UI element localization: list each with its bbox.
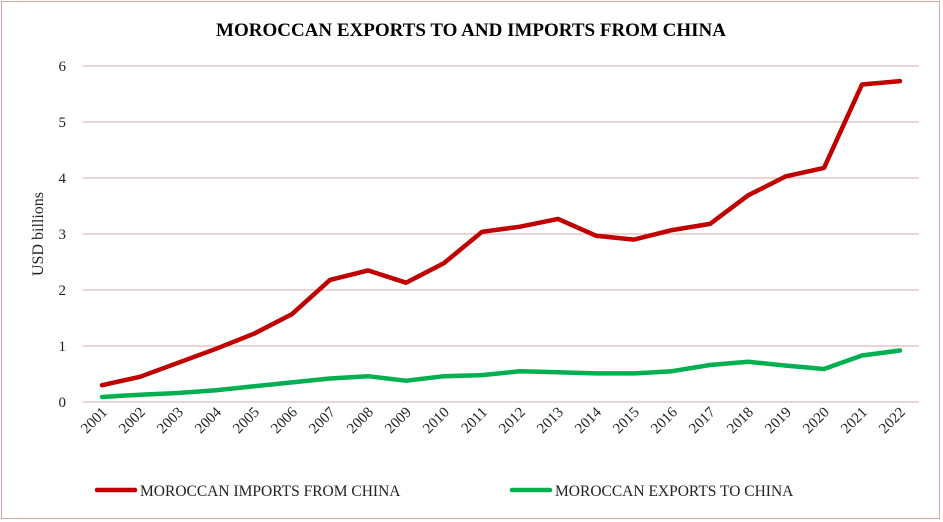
x-tick-label: 2016 (648, 404, 681, 437)
x-tick-label: 2018 (724, 405, 757, 438)
x-tick-label: 2002 (116, 405, 149, 438)
x-tick-label: 2006 (268, 404, 301, 437)
x-tick-label: 2007 (306, 404, 339, 437)
y-tick-label: 1 (59, 339, 67, 355)
x-tick-label: 2022 (876, 405, 909, 438)
x-tick-label: 2017 (686, 404, 719, 437)
x-tick-label: 2005 (230, 405, 263, 438)
y-tick-label: 3 (59, 227, 67, 243)
x-tick-label: 2012 (496, 405, 529, 438)
legend: MOROCCAN IMPORTS FROM CHINA MOROCCAN EXPO… (94, 483, 794, 500)
series-line-1 (99, 348, 903, 400)
x-tick-label: 2011 (459, 405, 491, 437)
x-tick-label: 2001 (78, 405, 111, 438)
y-tick-label: 2 (59, 283, 67, 299)
x-tick-label: 2015 (610, 405, 643, 438)
legend-label: MOROCCAN IMPORTS FROM CHINA (140, 483, 401, 500)
y-axis-ticks: 0 1 2 3 4 5 6 (59, 59, 67, 411)
x-tick-label: 2013 (534, 405, 567, 438)
y-tick-label: 0 (59, 395, 67, 411)
x-tick-label: 2014 (572, 404, 605, 437)
x-tick-label: 2003 (154, 405, 187, 438)
series-line-0 (99, 78, 903, 388)
x-tick-label: 2004 (192, 404, 225, 437)
x-tick-label: 2009 (382, 405, 415, 438)
y-axis-label: USD billions (30, 192, 47, 276)
x-tick-label: 2010 (420, 405, 453, 438)
x-tick-label: 2019 (762, 405, 795, 438)
y-tick-label: 6 (59, 59, 67, 75)
legend-label: MOROCCAN EXPORTS TO CHINA (555, 483, 794, 500)
series-lines (99, 78, 903, 400)
y-tick-label: 4 (59, 171, 67, 187)
chart-title: MOROCCAN EXPORTS TO AND IMPORTS FROM CHI… (216, 20, 726, 41)
y-tick-label: 5 (59, 115, 67, 131)
x-tick-label: 2020 (800, 405, 833, 438)
x-axis-ticks: 2001 2002 2003 2004 2005 2006 2007 2008 2009 2010… (78, 404, 909, 437)
x-tick-label: 2021 (838, 405, 871, 438)
x-tick-label: 2008 (344, 405, 377, 438)
